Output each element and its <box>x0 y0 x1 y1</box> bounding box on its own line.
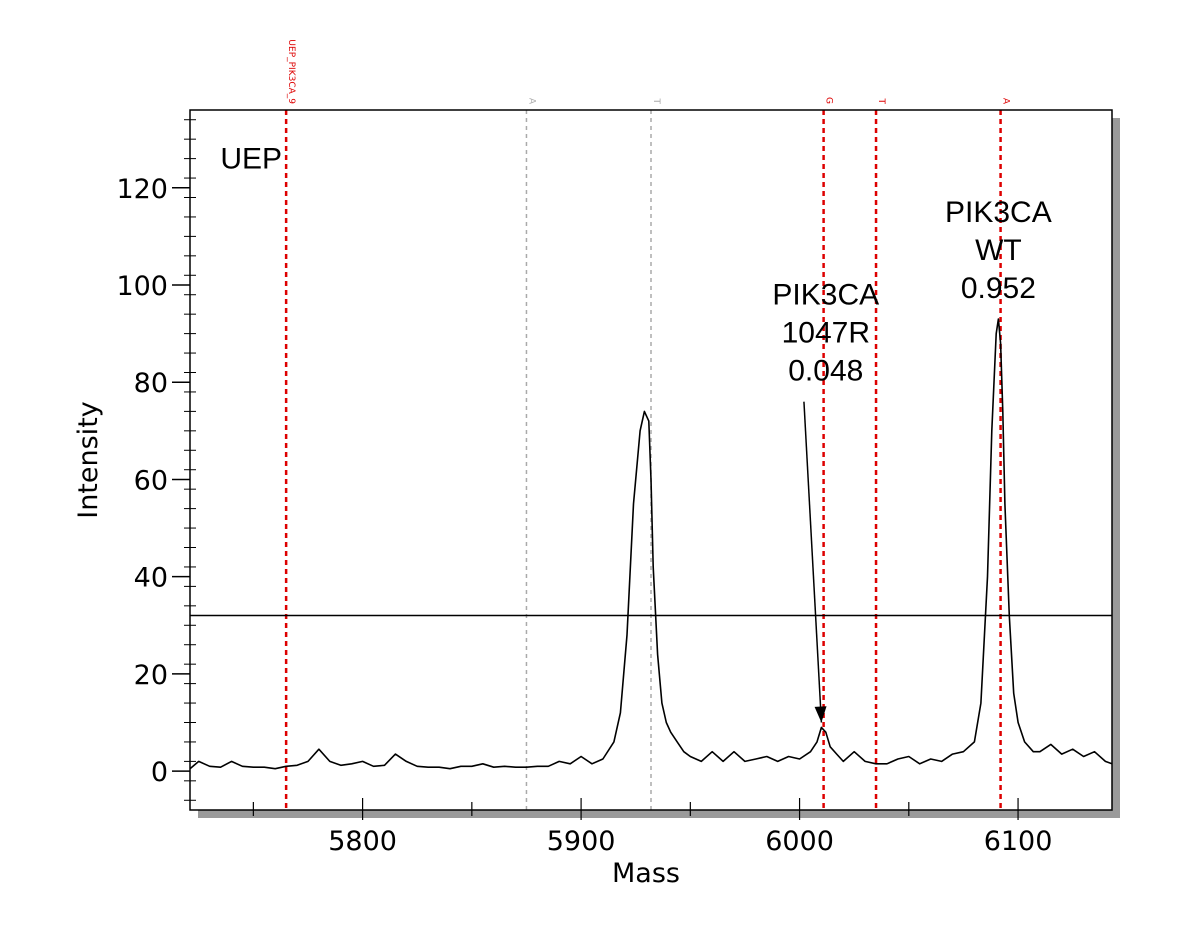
y-tick-label: 80 <box>134 368 168 399</box>
axis-ticks: 0 20 40 60 80 100 120 5800 5900 6000 6100 <box>116 119 1053 857</box>
y-axis-label: Intensity <box>73 401 104 519</box>
annotation-line: 1047R <box>782 316 870 349</box>
annotation-line: PIK3CA <box>945 196 1052 229</box>
spectrum-series <box>189 318 1113 770</box>
marker-label: A <box>526 98 536 105</box>
x-tick-label: 5800 <box>328 826 397 857</box>
marker-label: A <box>1001 98 1011 105</box>
plot-border <box>189 109 1113 811</box>
frame-shadow-bottom <box>198 810 1120 818</box>
marker-label: G <box>824 97 834 104</box>
peak-annotation: PIK3CA WT 0.952 <box>945 196 1052 305</box>
y-tick-label: 120 <box>116 174 168 205</box>
plot-frame-shadow <box>198 118 1120 818</box>
annotation-line: 0.952 <box>961 272 1036 305</box>
y-tick-label: 60 <box>134 465 168 496</box>
annotation-arrow <box>803 401 823 723</box>
annotation-line: PIK3CA <box>772 278 879 311</box>
spectrum-line <box>189 318 1113 770</box>
x-tick-label: 6000 <box>765 826 834 857</box>
x-axis-label: Mass <box>612 858 680 889</box>
plot-frame <box>189 109 1113 811</box>
arrow-head <box>814 706 827 723</box>
annotation-line: WT <box>975 234 1022 267</box>
x-tick-label: 5900 <box>547 826 616 857</box>
frame-shadow-right <box>1112 118 1120 818</box>
y-tick-label: 40 <box>134 563 168 594</box>
annotation-line: 0.048 <box>788 354 863 387</box>
marker-label: T <box>651 98 661 105</box>
peak-annotation: PIK3CA 1047R 0.048 <box>772 278 879 387</box>
peak-annotation: UEP <box>220 142 282 175</box>
marker-lines: UEP_PIK3CA_9 A T G T A <box>284 39 1011 810</box>
y-tick-label: 100 <box>116 271 168 302</box>
annotation-line: UEP <box>220 142 282 175</box>
marker-label: T <box>876 98 886 105</box>
y-tick-label: 20 <box>134 660 168 691</box>
marker-label: UEP_PIK3CA_9 <box>286 39 296 104</box>
y-tick-label: 0 <box>151 757 168 788</box>
peak-annotations: UEP PIK3CA 1047R 0.048 PIK3CA WT 0.952 <box>220 142 1052 723</box>
x-tick-label: 6100 <box>984 826 1053 857</box>
